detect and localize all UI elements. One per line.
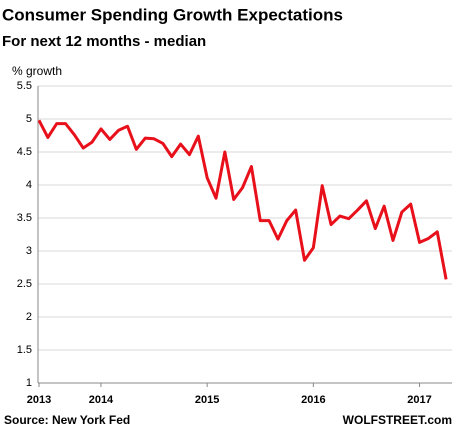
y-tick-label: 1 bbox=[26, 377, 32, 389]
chart-title: Consumer Spending Growth Expectations bbox=[2, 5, 343, 24]
y-axis-label: % growth bbox=[12, 64, 62, 78]
y-tick-label: 2 bbox=[26, 311, 32, 323]
x-tick-label: 2013 bbox=[27, 394, 51, 406]
y-tick-label: 5 bbox=[26, 113, 32, 125]
source: Source: New York Fed bbox=[4, 413, 130, 427]
y-tick-label: 1.5 bbox=[17, 344, 32, 356]
x-tick-label: 2017 bbox=[407, 394, 431, 406]
line-series bbox=[37, 119, 448, 280]
chart-subtitle: For next 12 months - median bbox=[2, 33, 206, 50]
x-tick-label: 2016 bbox=[301, 394, 325, 406]
y-tick-label: 4 bbox=[26, 179, 32, 191]
y-tick-label: 3.5 bbox=[17, 212, 32, 224]
y-tick-label: 3 bbox=[26, 245, 32, 257]
credit: WOLFSTREET.com bbox=[343, 413, 452, 427]
x-tick-label: 2015 bbox=[195, 394, 219, 406]
x-tick-label: 2014 bbox=[89, 394, 114, 406]
y-tick-label: 5.5 bbox=[17, 80, 32, 92]
y-tick-label: 4.5 bbox=[17, 146, 32, 158]
y-tick-label: 2.5 bbox=[17, 278, 32, 290]
